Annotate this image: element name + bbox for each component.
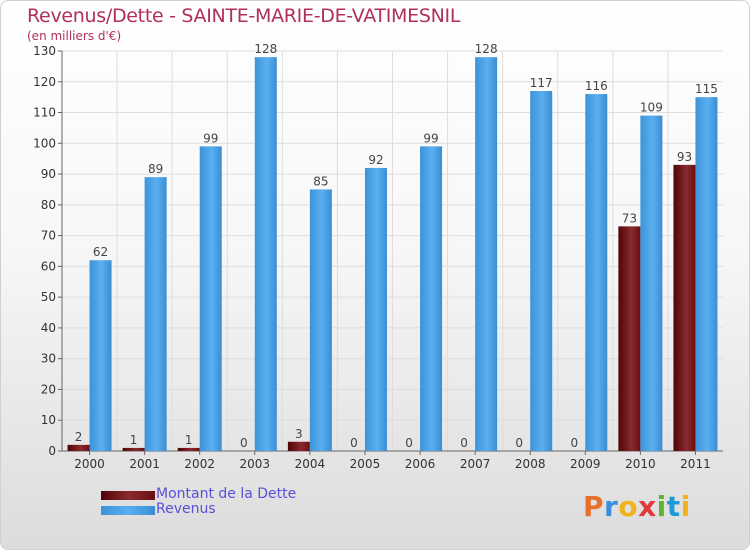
- data-label-revenus-2000: 62: [93, 245, 108, 259]
- data-label-revenus-2011: 115: [695, 82, 718, 96]
- x-tick-label-2000: 2000: [74, 457, 105, 471]
- data-label-revenus-2007: 128: [475, 42, 498, 56]
- x-tick-label-2011: 2011: [680, 457, 711, 471]
- data-label-revenus-2002: 99: [203, 131, 218, 145]
- bar-debt-2011: [673, 164, 696, 451]
- data-label-revenus-2001: 89: [148, 162, 163, 176]
- y-tick-label-130: 130: [33, 44, 56, 58]
- chart-title: Revenus/Dette - SAINTE-MARIE-DE-VATIMESN…: [27, 5, 461, 27]
- logo-letter: o: [618, 490, 639, 523]
- bar-debt-2010: [618, 226, 641, 451]
- bar-revenus-2002: [199, 146, 222, 451]
- data-label-debt-2005: 0: [350, 436, 358, 450]
- data-label-debt-2004: 3: [295, 427, 303, 441]
- x-tick-label-2001: 2001: [129, 457, 160, 471]
- data-label-debt-2010: 73: [622, 211, 637, 225]
- bar-revenus-2008: [530, 91, 553, 451]
- data-label-debt-2007: 0: [460, 436, 468, 450]
- x-tick-label-2008: 2008: [515, 457, 546, 471]
- y-tick-label-80: 80: [41, 198, 56, 212]
- data-label-revenus-2005: 92: [368, 153, 383, 167]
- y-tick-label-110: 110: [33, 106, 56, 120]
- proxiti-logo: Proxiti: [583, 490, 691, 523]
- legend-label-debt: Montant de la Dette: [156, 486, 297, 502]
- x-tick-label-2004: 2004: [295, 457, 326, 471]
- bar-revenus-2010: [640, 115, 663, 451]
- bar-debt-2002: [177, 447, 200, 451]
- x-tick-label-2003: 2003: [240, 457, 271, 471]
- data-label-revenus-2009: 116: [585, 79, 608, 93]
- x-tick-label-2006: 2006: [405, 457, 436, 471]
- bar-revenus-2011: [695, 97, 718, 452]
- data-label-debt-2001: 1: [130, 433, 138, 447]
- y-tick-label-60: 60: [41, 259, 56, 273]
- data-label-debt-2011: 93: [677, 150, 692, 164]
- x-tick-label-2010: 2010: [625, 457, 656, 471]
- y-tick-label-120: 120: [33, 75, 56, 89]
- y-tick-label-0: 0: [48, 444, 56, 458]
- data-label-revenus-2008: 117: [530, 76, 553, 90]
- logo-letter: i: [656, 490, 667, 523]
- y-tick-label-40: 40: [41, 321, 56, 335]
- x-tick-label-2005: 2005: [350, 457, 381, 471]
- bar-debt-2004: [287, 441, 310, 451]
- y-tick-label-30: 30: [41, 352, 56, 366]
- y-tick-label-90: 90: [41, 167, 56, 181]
- y-tick-label-100: 100: [33, 136, 56, 150]
- bar-revenus-2006: [420, 146, 443, 451]
- y-tick-label-50: 50: [41, 290, 56, 304]
- data-label-debt-2000: 2: [75, 430, 83, 444]
- bar-revenus-2004: [309, 189, 332, 451]
- data-label-debt-2006: 0: [405, 436, 413, 450]
- bar-revenus-2000: [89, 260, 112, 451]
- bar-revenus-2003: [254, 57, 277, 452]
- data-label-revenus-2003: 128: [254, 42, 277, 56]
- x-tick-label-2007: 2007: [460, 457, 491, 471]
- y-tick-label-70: 70: [41, 229, 56, 243]
- logo-letter: t: [666, 490, 681, 523]
- bar-revenus-2001: [144, 177, 167, 451]
- data-label-revenus-2004: 85: [313, 174, 328, 188]
- logo-letter: x: [638, 490, 657, 523]
- data-label-debt-2008: 0: [515, 436, 523, 450]
- y-tick-label-20: 20: [41, 382, 56, 396]
- bar-debt-2000: [67, 444, 90, 451]
- logo-letter: P: [583, 490, 605, 523]
- legend-label-revenus: Revenus: [156, 501, 216, 517]
- legend-swatch-debt: [101, 491, 155, 500]
- data-label-debt-2003: 0: [240, 436, 248, 450]
- logo-letter: i: [680, 490, 691, 523]
- x-tick-label-2009: 2009: [570, 457, 601, 471]
- logo-letter: r: [604, 490, 619, 523]
- legend-swatch-revenus: [101, 506, 155, 515]
- data-label-revenus-2006: 99: [423, 131, 438, 145]
- data-label-debt-2009: 0: [570, 436, 578, 450]
- x-tick-label-2002: 2002: [184, 457, 215, 471]
- bar-revenus-2005: [364, 167, 387, 451]
- data-label-revenus-2010: 109: [640, 101, 663, 115]
- bar-revenus-2009: [585, 94, 608, 452]
- y-axis-label: (en milliers d'€): [27, 29, 122, 43]
- data-label-debt-2002: 1: [185, 433, 193, 447]
- y-tick-label-10: 10: [41, 413, 56, 427]
- bar-revenus-2007: [475, 57, 498, 452]
- bar-debt-2001: [122, 447, 145, 451]
